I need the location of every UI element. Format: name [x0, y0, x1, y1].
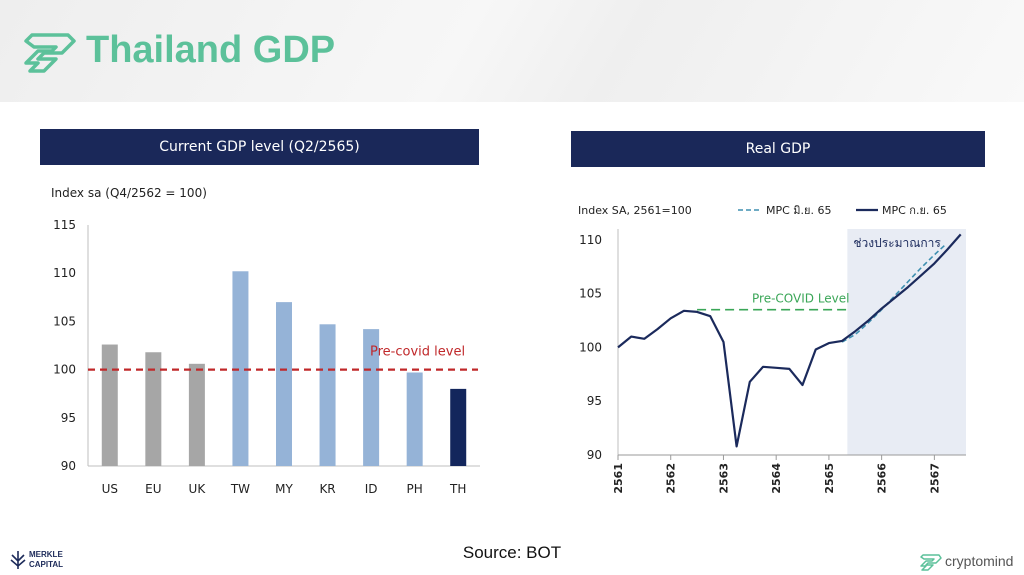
- precovid-reference-label: Pre-COVID Level: [752, 292, 850, 306]
- bar-chart-header: Current GDP level (Q2/2565): [40, 129, 479, 165]
- brand-logo-icon: [24, 33, 76, 73]
- line-chart-xtick-label: 2566: [876, 463, 889, 494]
- bar-chart-ytick-label: 90: [61, 459, 76, 473]
- bar-chart-xtick-label: UK: [189, 482, 207, 496]
- cryptomind-logo-icon: [920, 554, 942, 571]
- line-chart-ytick-label: 105: [579, 287, 602, 301]
- bar-chart-xtick-label: ID: [365, 482, 378, 496]
- bar-tw: [232, 271, 249, 466]
- bar-uk: [188, 363, 205, 466]
- bar-kr: [319, 324, 336, 466]
- bar-id: [363, 329, 380, 466]
- merkle-wordmark-line2: CAPITAL: [29, 560, 64, 569]
- line-chart-xtick-label: 2562: [665, 463, 678, 494]
- line-chart-ylabel: Index SA, 2561=100: [578, 204, 692, 217]
- forecast-region: [847, 229, 966, 455]
- forecast-region-label: ช่วงประมาณการ: [853, 236, 941, 250]
- bar-chart-xtick-label: EU: [145, 482, 161, 496]
- legend-label-solid: MPC ก.ย. 65: [882, 204, 947, 217]
- line-chart-ytick-label: 100: [579, 340, 602, 354]
- bar-ph: [406, 372, 423, 466]
- series-line-0: [841, 244, 946, 343]
- page-title: Thailand GDP: [86, 29, 336, 71]
- bar-chart-xtick-label: TW: [230, 482, 250, 496]
- bar-chart-xtick-label: US: [102, 482, 118, 496]
- line-chart-ytick-label: 90: [587, 448, 602, 462]
- header-band: [0, 0, 1024, 102]
- series-line-1: [617, 233, 962, 448]
- line-chart-ytick-label: 110: [579, 233, 602, 247]
- bar-chart-ytick-label: 115: [53, 218, 76, 232]
- line-chart-ytick-label: 95: [587, 394, 602, 408]
- merkle-capital-logo-icon: [10, 551, 26, 569]
- bar-my: [276, 302, 292, 466]
- bar-chart-ytick-label: 110: [53, 266, 76, 280]
- bar-chart-xtick-label: PH: [407, 482, 423, 496]
- bar-chart: Index sa (Q4/2562 = 100) 90 95 100 105 110 115…: [51, 186, 480, 496]
- line-chart-xtick-label: 2563: [717, 463, 730, 494]
- bar-eu: [145, 352, 162, 466]
- bar-chart-xtick-label: MY: [275, 482, 293, 496]
- bar-chart-ytick-label: 95: [61, 411, 76, 425]
- bar-chart-ylabel: Index sa (Q4/2562 = 100): [51, 186, 207, 200]
- precovid-reference-label: Pre-covid level: [370, 345, 465, 360]
- line-chart-xtick-label: 2561: [612, 463, 625, 494]
- line-chart-header: Real GDP: [571, 131, 985, 167]
- source-note: Source: BOT: [462, 543, 562, 562]
- line-chart-xtick-label: 2564: [770, 463, 783, 494]
- bar-chart-xtick-label: TH: [449, 482, 466, 496]
- legend-label-dashed: MPC มิ.ย. 65: [766, 204, 831, 217]
- line-chart-xtick-label: 2567: [928, 463, 941, 494]
- bar-th: [450, 388, 467, 466]
- line-chart-xtick-label: 2565: [823, 463, 836, 494]
- bar-us: [101, 344, 118, 466]
- merkle-wordmark-line1: MERKLE: [29, 550, 63, 559]
- cryptomind-wordmark: cryptomind: [945, 553, 1014, 569]
- bar-chart-xtick-label: KR: [319, 482, 335, 496]
- line-chart: Index SA, 2561=100 ช่วงประมาณการ 90 95 100 10…: [578, 204, 966, 494]
- bar-chart-ytick-label: 100: [53, 363, 76, 377]
- bar-chart-ytick-label: 105: [53, 314, 76, 328]
- merkle-capital-wordmark: MERKLE CAPITAL: [29, 550, 63, 570]
